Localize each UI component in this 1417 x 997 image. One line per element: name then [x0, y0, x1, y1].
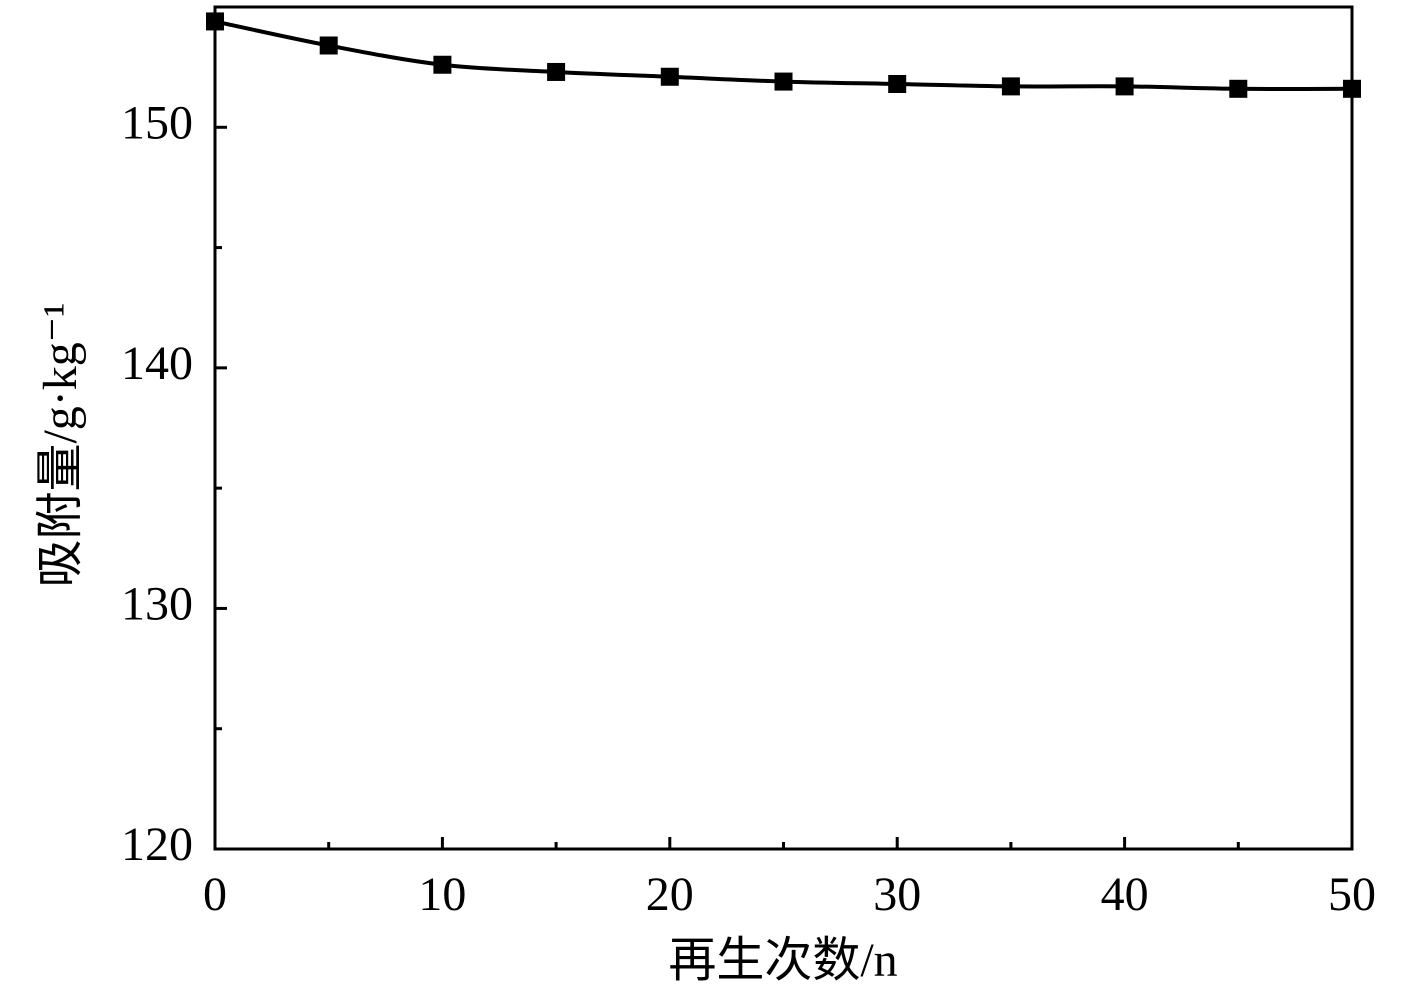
point-marker [1343, 79, 1361, 98]
point-marker [774, 72, 793, 91]
point-marker [1229, 79, 1248, 98]
x-tick-label: 10 [418, 868, 466, 921]
point-marker [1115, 77, 1134, 96]
plot-frame [213, 5, 1354, 851]
point-marker [888, 74, 907, 93]
y-tick-label: 130 [121, 577, 193, 630]
point-marker [206, 12, 224, 31]
x-tick-label: 20 [646, 868, 694, 921]
y-tick-label: 120 [121, 818, 193, 871]
x-tick-label: 30 [873, 868, 921, 921]
y-tick-label: 150 [121, 96, 193, 149]
x-tick-label: 0 [203, 868, 227, 921]
x-tick-label: 40 [1101, 868, 1149, 921]
point-marker [547, 62, 566, 81]
point-marker [1001, 77, 1020, 96]
point-marker [319, 36, 338, 55]
x-tick-label: 50 [1328, 868, 1376, 921]
x-axis-label: 再生次数/n [668, 934, 897, 987]
y-tick-label: 140 [121, 337, 193, 390]
point-marker [433, 55, 452, 74]
point-marker [660, 67, 679, 86]
y-axis-label: 吸附量/g·kg⁻¹ [34, 302, 87, 587]
